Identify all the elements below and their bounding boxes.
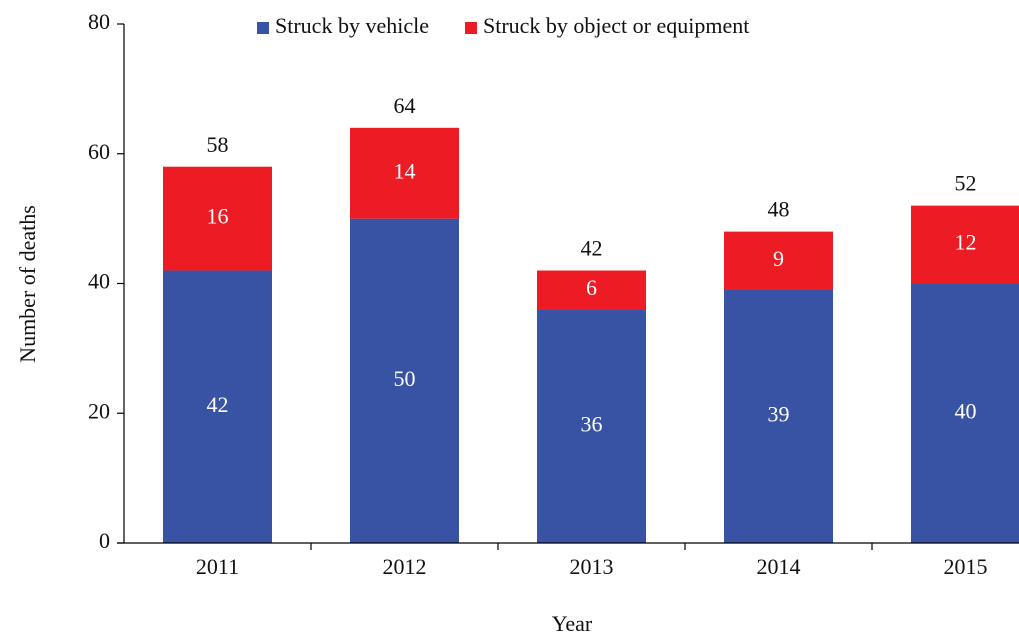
total-label: 64 xyxy=(394,93,416,118)
value-label: 6 xyxy=(586,275,597,300)
value-label: 14 xyxy=(394,158,416,183)
bar-segment xyxy=(350,127,459,219)
y-tick-label: 60 xyxy=(88,139,110,164)
bar-segment xyxy=(724,231,833,290)
y-tick-label: 0 xyxy=(99,528,110,553)
bar-segment xyxy=(537,309,646,543)
total-label: 58 xyxy=(207,132,229,157)
value-label: 39 xyxy=(768,402,790,427)
legend-label: Struck by vehicle xyxy=(275,13,429,38)
bar-segment xyxy=(350,218,459,543)
y-axis-label: Number of deaths xyxy=(15,205,40,363)
value-label: 42 xyxy=(207,392,229,417)
value-label: 50 xyxy=(394,366,416,391)
total-label: 42 xyxy=(581,236,603,261)
value-label: 16 xyxy=(207,204,229,229)
total-label: 48 xyxy=(768,197,790,222)
x-tick-label: 2011 xyxy=(196,554,239,579)
bar-segment xyxy=(911,283,1019,543)
value-label: 40 xyxy=(955,398,977,423)
total-label: 52 xyxy=(955,171,977,196)
legend-swatch xyxy=(257,22,269,34)
bar-segment xyxy=(163,166,272,271)
y-tick-label: 20 xyxy=(88,398,110,423)
bar-segment xyxy=(537,270,646,310)
y-tick-label: 40 xyxy=(88,269,110,294)
legend-swatch xyxy=(464,22,477,34)
y-tick-label: 80 xyxy=(88,9,110,34)
value-label: 12 xyxy=(955,230,977,255)
x-axis-label: Year xyxy=(552,611,593,636)
bar-segment xyxy=(724,289,833,543)
bar-segment xyxy=(911,205,1019,284)
x-tick-label: 2013 xyxy=(570,554,614,579)
value-label: 36 xyxy=(581,411,603,436)
x-tick-label: 2015 xyxy=(944,554,988,579)
value-label: 9 xyxy=(773,246,784,271)
bar-segment xyxy=(163,270,272,543)
x-tick-label: 2014 xyxy=(757,554,801,579)
legend-label: Struck by object or equipment xyxy=(483,13,749,38)
x-tick-label: 2012 xyxy=(383,554,427,579)
